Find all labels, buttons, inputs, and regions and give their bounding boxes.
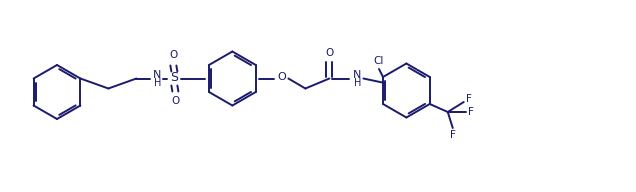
Text: N: N	[353, 70, 362, 80]
Text: O: O	[171, 97, 179, 107]
Text: Cl: Cl	[374, 56, 384, 66]
Text: F: F	[468, 107, 474, 117]
Text: O: O	[169, 50, 177, 60]
Text: O: O	[325, 47, 333, 57]
Text: F: F	[450, 130, 456, 140]
Text: N: N	[153, 70, 162, 80]
Text: O: O	[277, 73, 286, 83]
Text: S: S	[170, 71, 178, 84]
Text: F: F	[466, 94, 472, 104]
Text: H: H	[154, 79, 161, 89]
Text: H: H	[354, 79, 361, 89]
